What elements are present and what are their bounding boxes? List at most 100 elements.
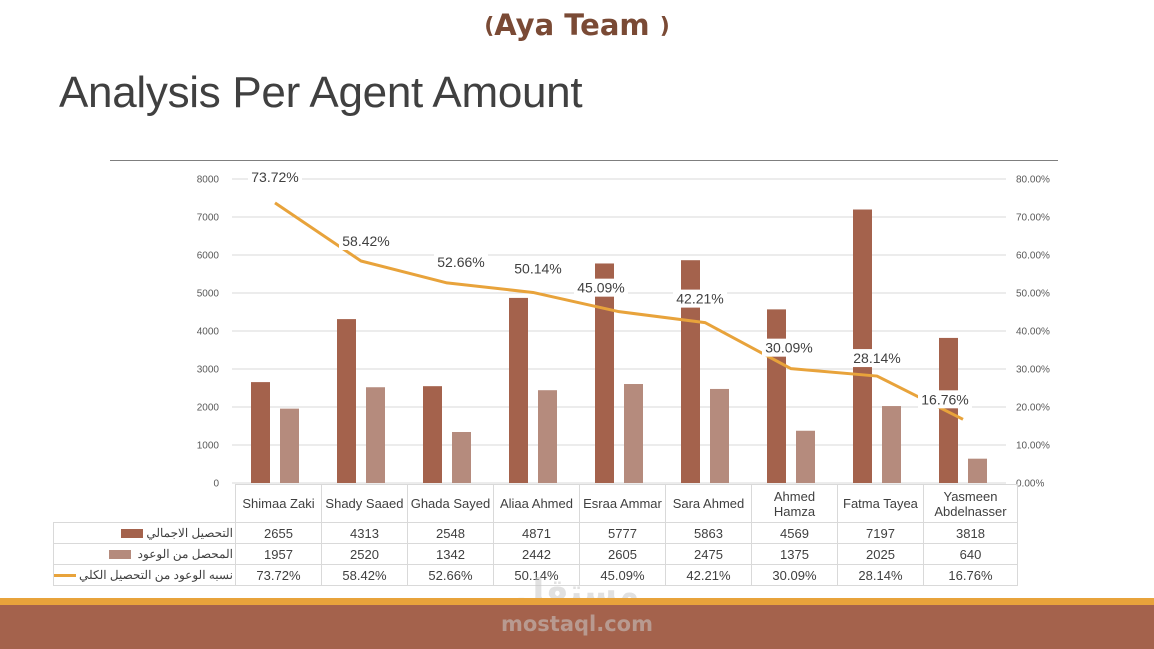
table-cell-ratio: 30.09% — [750, 564, 838, 586]
left-axis-tick: 3000 — [197, 365, 220, 376]
title-divider — [110, 160, 1058, 161]
category-label: Shady Saaed — [320, 484, 408, 523]
table-cell-total: 7197 — [836, 522, 924, 544]
category-label: Sara Ahmed — [664, 484, 752, 523]
slide-title: Analysis Per Agent Amount — [59, 68, 583, 117]
table-cell-promised: 2475 — [664, 543, 752, 565]
bar-total — [595, 263, 614, 483]
category-label: Ghada Sayed — [406, 484, 494, 523]
right-axis-tick: 30.00% — [1016, 365, 1050, 376]
label-background — [248, 167, 302, 186]
table-cell-ratio: 45.09% — [578, 564, 666, 586]
legend-promised-label: المحصل من الوعود — [137, 547, 233, 561]
ratio-label-text: 58.42% — [342, 233, 389, 249]
table-row-promised: المحصل من الوعود 1957 2520 1342 2442 2605 247… — [53, 543, 1018, 565]
bar-promised — [882, 406, 901, 483]
category-label: Aliaa Ahmed — [492, 484, 580, 523]
ratio-label-text: 45.09% — [577, 280, 624, 296]
left-axis-tick: 1000 — [197, 441, 220, 452]
category-label: Shimaa Zaki — [234, 484, 322, 523]
label-background — [850, 349, 904, 368]
ratio-label-text: 16.76% — [921, 391, 968, 407]
left-axis-tick: 8000 — [197, 175, 220, 186]
bar-promised — [624, 384, 643, 483]
table-cell-total: 4313 — [320, 522, 408, 544]
left-axis-tick: 2000 — [197, 403, 220, 414]
right-axis-tick: 70.00% — [1016, 213, 1050, 224]
chart-data-table: Shimaa Zaki Shady Saaed Ghada Sayed Aliaa A… — [53, 484, 1018, 586]
category-label: Yasmeen Abdelnasser — [922, 484, 1018, 523]
bar-promised — [280, 408, 299, 483]
bar-total — [767, 309, 786, 483]
ratio-data-label: 52.66% — [434, 252, 488, 271]
table-cell-ratio: 50.14% — [492, 564, 580, 586]
table-cell-promised: 2025 — [836, 543, 924, 565]
left-axis-tick: 0 — [213, 479, 219, 490]
bar-total — [681, 260, 700, 483]
bar-total — [423, 386, 442, 483]
team-paren-close: ) — [659, 14, 670, 39]
table-cell-total: 2548 — [406, 522, 494, 544]
table-corner — [54, 485, 236, 523]
table-cell-promised: 1957 — [234, 543, 322, 565]
table-cell-total: 3818 — [922, 522, 1018, 544]
ratio-label-text: 52.66% — [437, 254, 484, 270]
team-paren-open: ( — [484, 14, 495, 39]
table-cell-ratio: 42.21% — [664, 564, 752, 586]
bar-promised — [452, 432, 471, 483]
ratio-data-label: 58.42% — [339, 232, 393, 251]
legend-ratio-label: نسبه الوعود من التحصيل الكلي — [79, 568, 233, 582]
table-header-row: Shimaa Zaki Shady Saaed Ghada Sayed Aliaa A… — [54, 484, 1018, 523]
table-cell-total: 4569 — [750, 522, 838, 544]
watermark-text: mostaql.com — [501, 612, 653, 636]
bar-total — [251, 382, 270, 483]
team-name: (Aya Team ) — [0, 8, 1154, 42]
table-cell-promised: 640 — [922, 543, 1018, 565]
right-axis-tick: 40.00% — [1016, 327, 1050, 338]
ratio-data-label: 73.72% — [248, 167, 302, 186]
ratio-line — [274, 201, 964, 421]
left-axis-tick: 5000 — [197, 289, 220, 300]
table-cell-promised: 1342 — [406, 543, 494, 565]
bar-promised — [796, 430, 815, 483]
right-axis-tick: 50.00% — [1016, 289, 1050, 300]
table-cell-ratio: 58.42% — [320, 564, 408, 586]
bar-promised — [710, 388, 729, 483]
legend-promised: المحصل من الوعود — [53, 543, 236, 565]
right-axis-tick: 0.00% — [1016, 479, 1044, 490]
ratio-label-text: 30.09% — [765, 340, 812, 356]
table-cell-ratio: 73.72% — [234, 564, 322, 586]
right-axis-tick: 80.00% — [1016, 175, 1050, 186]
legend-total-label: التحصيل الاجمالي — [146, 526, 233, 540]
table-row-total: التحصيل الاجمالي 2655 4313 2548 4871 5777 586… — [53, 522, 1018, 544]
category-label: Ahmed Hamza — [750, 484, 838, 523]
left-axis-tick: 7000 — [197, 213, 220, 224]
left-axis-tick: 6000 — [197, 251, 220, 262]
ratio-label-text: 50.14% — [514, 260, 561, 276]
left-axis-tick: 4000 — [197, 327, 220, 338]
label-background — [574, 278, 628, 297]
bar-promised — [538, 390, 557, 483]
table-cell-ratio: 52.66% — [406, 564, 494, 586]
label-background — [339, 232, 393, 251]
footer-accent-strip — [0, 598, 1154, 605]
legend-line-ratio-icon — [54, 574, 76, 578]
table-row-ratio: نسبه الوعود من التحصيل الكلي 73.72% 58.42… — [53, 564, 1018, 586]
label-background — [762, 338, 816, 357]
table-cell-ratio: 16.76% — [922, 564, 1018, 586]
ratio-label-text: 42.21% — [676, 291, 723, 307]
legend-swatch-promised-icon — [109, 550, 132, 560]
right-axis-tick: 60.00% — [1016, 251, 1050, 262]
ratio-data-label: 45.09% — [574, 278, 628, 297]
bar-total — [509, 297, 528, 483]
table-cell-total: 2655 — [234, 522, 322, 544]
bar-promised — [968, 458, 987, 483]
right-axis-tick: 10.00% — [1016, 441, 1050, 452]
table-cell-total: 5863 — [664, 522, 752, 544]
ratio-data-label: 28.14% — [850, 349, 904, 368]
table-cell-promised: 2442 — [492, 543, 580, 565]
label-background — [511, 259, 565, 278]
table-cell-total: 5777 — [578, 522, 666, 544]
table-cell-promised: 2520 — [320, 543, 408, 565]
